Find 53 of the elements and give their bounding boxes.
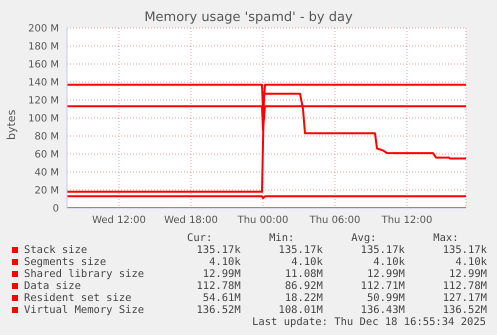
text: 112.71M	[360, 280, 405, 292]
text: Min:	[268, 232, 296, 244]
y-tick-label: 120 M	[28, 96, 59, 107]
y-tick-label: 40 M	[34, 168, 59, 179]
chart-title: Memory usage 'spamd' - by day	[143, 10, 354, 25]
legend-label: Shared library size	[24, 268, 144, 280]
text: 12.99M	[202, 268, 241, 280]
legend-label: Segments size	[24, 256, 106, 268]
text: 135.17k	[360, 244, 405, 256]
text: 108.01M	[278, 304, 323, 316]
text: 12.99M	[448, 268, 487, 280]
text: 4.10k	[454, 256, 487, 268]
text: 135.17k	[195, 244, 241, 256]
y-tick-label: 80 M	[34, 132, 59, 143]
text: 136.52M	[442, 304, 487, 316]
y-tick-label: 160 M	[28, 60, 59, 71]
legend-label: Resident set size	[24, 292, 132, 304]
y-tick-label: 140 M	[28, 78, 59, 89]
text: 127.17M	[442, 292, 487, 304]
x-tick-label: Wed 12:00	[92, 215, 146, 226]
x-tick-label: Thu 00:00	[236, 215, 288, 226]
y-tick-label: 180 M	[28, 42, 59, 53]
y-tick-label: 60 M	[34, 150, 59, 161]
y-tick-label: 0	[52, 204, 59, 215]
y-tick-label: 200 M	[28, 24, 59, 35]
text: 4.10k	[208, 256, 241, 268]
text: 4.10k	[372, 256, 405, 268]
legend-label: Data size	[24, 280, 81, 292]
text: 112.78M	[442, 280, 487, 292]
text: 135.17k	[278, 244, 323, 256]
text: Cur:	[186, 232, 214, 244]
text: 4.10k	[290, 256, 323, 268]
y-axis-title: bytes	[5, 110, 19, 140]
legend-label: Virtual Memory Size	[24, 304, 144, 316]
x-tick-label: Wed 18:00	[164, 215, 218, 226]
text: 11.08M	[284, 268, 323, 280]
text: 136.52M	[195, 304, 241, 316]
text: 54.61M	[202, 292, 241, 304]
x-tick-label: Thu 06:00	[308, 215, 360, 226]
text: Avg:	[350, 232, 378, 244]
text: Last update: Thu Dec 18 16:55:34 2025	[251, 316, 486, 328]
y-tick-label: 20 M	[34, 186, 59, 197]
text: 86.92M	[284, 280, 323, 292]
text: 12.99M	[366, 268, 405, 280]
y-tick-label: 100 M	[28, 114, 59, 125]
x-tick-label: Thu 12:00	[380, 215, 432, 226]
text: 18.22M	[284, 292, 323, 304]
text: 50.99M	[366, 292, 405, 304]
text: 112.78M	[195, 280, 241, 292]
text: 136.43M	[360, 304, 405, 316]
text: Max:	[432, 232, 460, 244]
legend-label: Stack size	[24, 244, 88, 256]
text: 135.17k	[442, 244, 487, 256]
